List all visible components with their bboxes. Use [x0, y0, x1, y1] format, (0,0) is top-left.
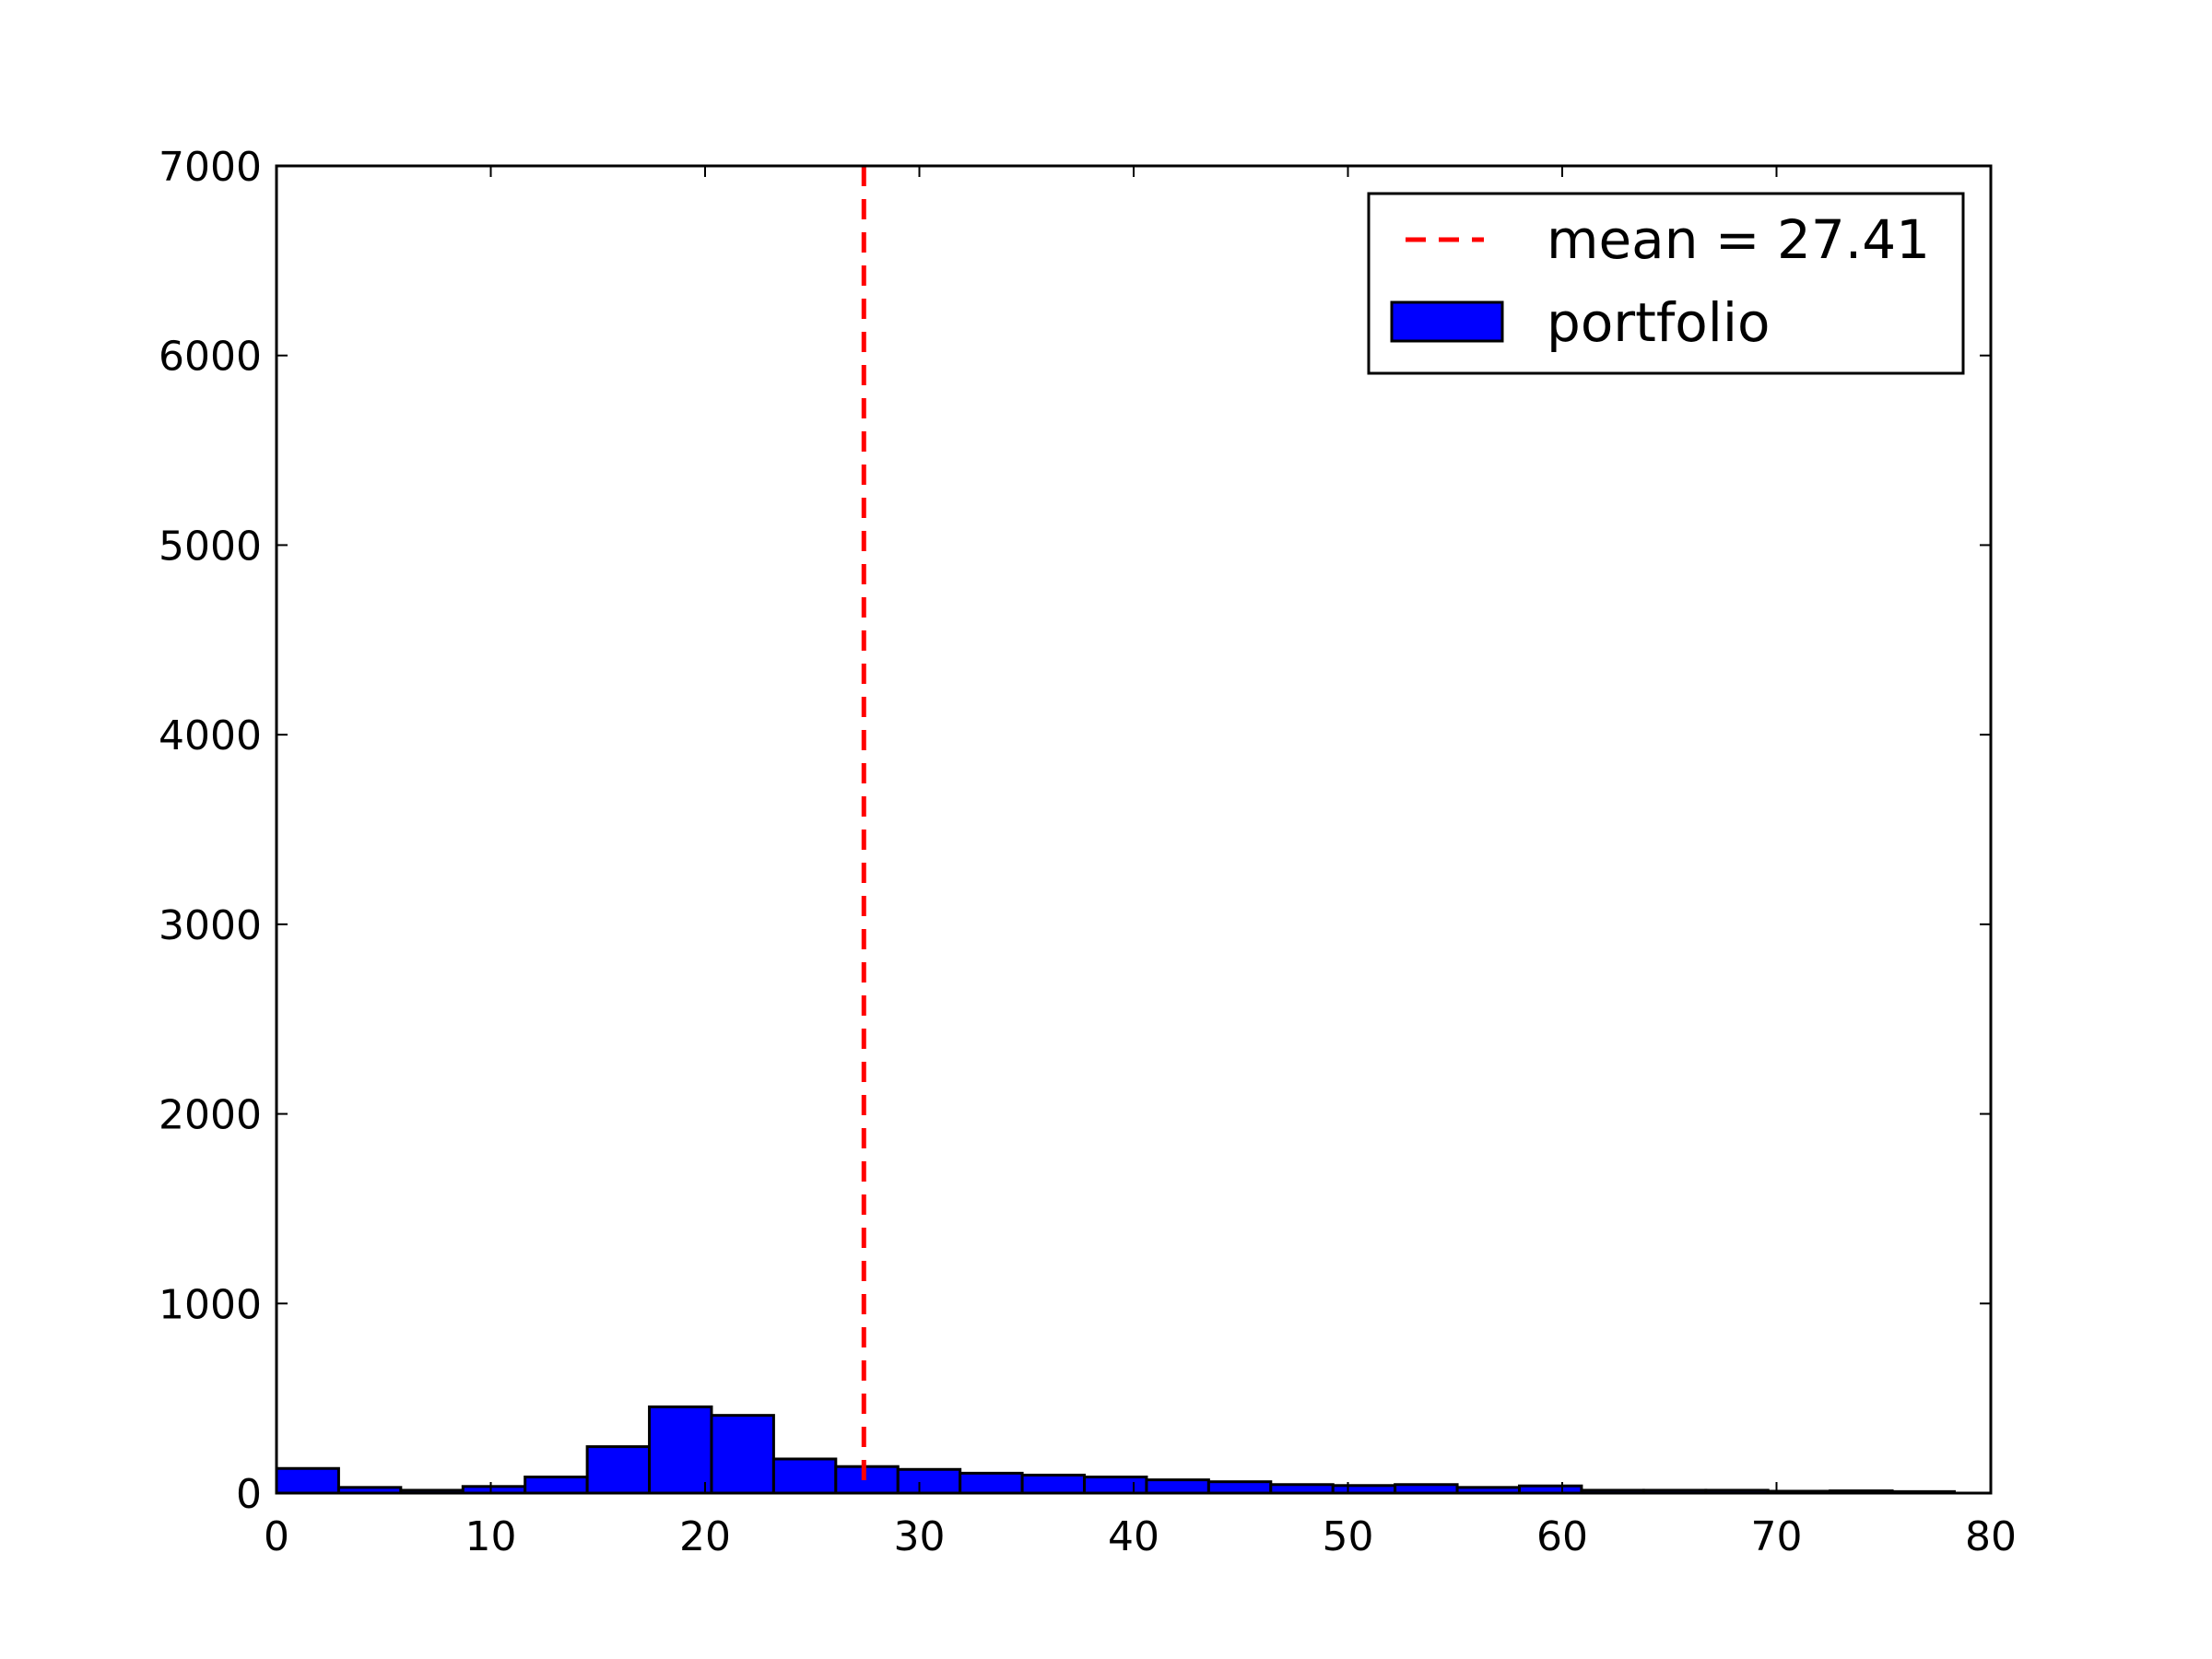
histogram-bar-0 [275, 1466, 340, 1495]
y-tick-label-6: 6000 [159, 334, 262, 381]
y-tick-label-2: 2000 [159, 1092, 262, 1139]
x-tick-label-0: 0 [264, 1513, 289, 1560]
histogram-bar-12 [1020, 1473, 1087, 1495]
y-tick-label-3: 3000 [159, 902, 262, 949]
x-tick-label-8: 80 [1965, 1513, 2017, 1560]
x-tick-label-5: 50 [1323, 1513, 1374, 1560]
legend-mean-label: mean = 27.41 [1547, 208, 1930, 271]
x-tick-label-2: 20 [679, 1513, 731, 1560]
histogram-bar-15 [1206, 1480, 1273, 1495]
histogram-bar-13 [1083, 1476, 1148, 1495]
legend-portfolio-label: portfolio [1547, 291, 1771, 354]
y-tick-label-4: 4000 [159, 712, 262, 759]
x-tick-label-4: 40 [1108, 1513, 1159, 1560]
histogram-bar-8 [771, 1457, 838, 1495]
x-tick-label-7: 70 [1751, 1513, 1803, 1560]
y-tick-label-5: 5000 [159, 523, 262, 570]
x-axis-tick-labels: 0 10 20 30 40 50 60 70 80 [264, 1513, 2017, 1560]
x-tick-label-6: 60 [1536, 1513, 1588, 1560]
axes-background [276, 166, 1991, 1493]
histogram-bar-10 [896, 1467, 962, 1495]
histogram-bar-6 [648, 1405, 713, 1495]
histogram-bar-14 [1145, 1478, 1210, 1495]
plot-area [275, 164, 1993, 1495]
histogram-bar-9 [834, 1465, 900, 1495]
axes-frame [275, 164, 1993, 1495]
y-tick-label-7: 7000 [159, 144, 262, 191]
histogram-bar-5 [585, 1445, 652, 1495]
legend-portfolio-swatch [1390, 300, 1504, 343]
x-tick-label-3: 30 [894, 1513, 946, 1560]
y-tick-label-1: 1000 [159, 1281, 262, 1328]
legend-frame [1367, 192, 1965, 375]
histogram-bar-7 [710, 1414, 775, 1495]
x-tick-label-1: 10 [465, 1513, 517, 1560]
legend: mean = 27.41 portfolio [1367, 192, 1965, 375]
histogram-bar-4 [524, 1476, 589, 1495]
histogram-bar-11 [959, 1471, 1024, 1495]
y-tick-label-0: 0 [236, 1471, 262, 1518]
y-axis-tick-labels: 0 1000 2000 3000 4000 5000 6000 7000 [159, 144, 262, 1518]
